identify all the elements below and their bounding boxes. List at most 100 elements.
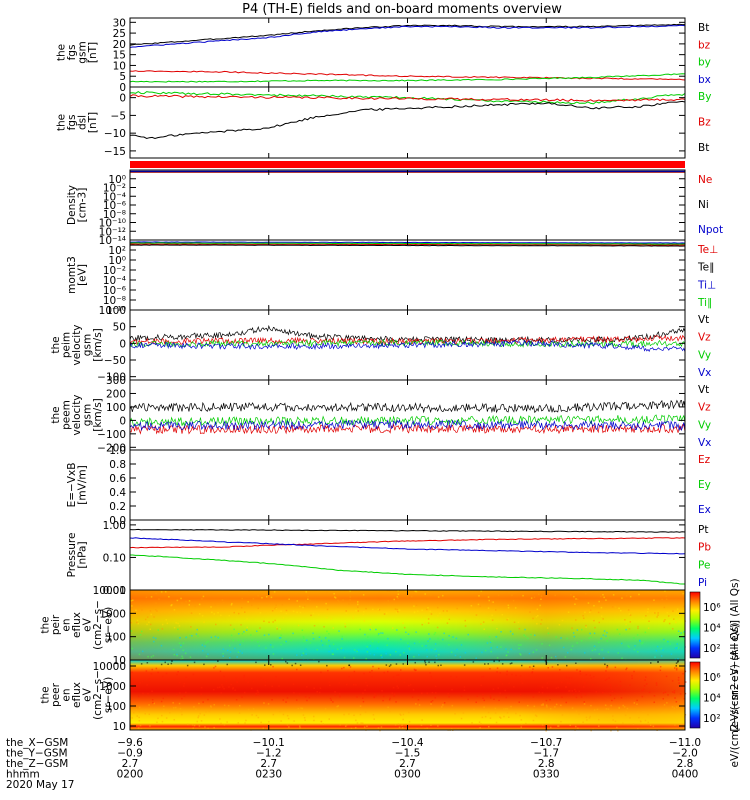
x-axis-value: 2.7 bbox=[399, 758, 416, 770]
legend-entry: Pi bbox=[698, 577, 707, 589]
y-tick-label: 1000 bbox=[99, 681, 126, 693]
y-axis-label: eflux bbox=[71, 682, 83, 708]
legend-entry: Vt bbox=[698, 384, 709, 396]
y-tick-label: 10 bbox=[113, 60, 126, 72]
y-tick-label: −10 bbox=[104, 128, 126, 140]
panel-frame bbox=[129, 239, 686, 311]
y-tick-label: 100 bbox=[106, 305, 126, 317]
colorbar-scale bbox=[689, 661, 701, 729]
y-axis-label: [eV] bbox=[76, 264, 88, 286]
colorbar-label: [eV/(cm2−s−sr−eV)] (All Qs) bbox=[729, 578, 741, 731]
y-tick-label: 10000 bbox=[93, 661, 126, 673]
legend-entry: Ez bbox=[698, 454, 711, 466]
y-axis-label: fgs bbox=[66, 45, 78, 61]
colorbar-tick-label: 10² bbox=[703, 713, 721, 725]
x-axis-row-label: the_X−GSM bbox=[6, 737, 68, 749]
x-axis-value: 0230 bbox=[255, 769, 282, 781]
y-tick-label: 0.4 bbox=[109, 487, 126, 499]
x-axis-value: −11.0 bbox=[669, 737, 701, 749]
y-axis-label: (cm2−s− bbox=[92, 670, 104, 720]
y-axis-label: [mV/m] bbox=[76, 465, 88, 504]
legend-entry: bz bbox=[698, 39, 711, 51]
legend-entry: Ti⊥ bbox=[697, 279, 716, 291]
y-axis-label: [nT] bbox=[87, 42, 99, 63]
y-axis-label: peir bbox=[50, 614, 62, 635]
y-axis-label: sr−eV) bbox=[103, 677, 115, 713]
series-line-peim-velocity-0 bbox=[129, 324, 686, 344]
y-tick-label: 10⁻² bbox=[103, 265, 126, 277]
y-tick-label: 100 bbox=[106, 402, 126, 414]
x-axis-value: 0400 bbox=[672, 769, 699, 781]
y-tick-label: 0.8 bbox=[109, 459, 126, 471]
x-axis-value: −2.0 bbox=[672, 748, 698, 760]
colorbar: 10⁶ 10⁴ 10² [eV/(cm2−s−sr−eV)] (All Qs) bbox=[689, 578, 741, 732]
y-axis-label: peim bbox=[61, 332, 73, 358]
panel-pressure: 1.00 0.10 0.01 Pressure[nPa] Pt Pb Pe Pi bbox=[66, 519, 711, 597]
y-tick-label: 1.00 bbox=[103, 520, 126, 532]
y-axis-label: gsm bbox=[76, 41, 88, 63]
y-tick-label: 10⁻⁸ bbox=[103, 295, 126, 307]
y-tick-label: 10⁻⁸ bbox=[103, 209, 126, 221]
panel-efield: 0.0 0.2 0.4 0.6 0.8 1.0 E=−VxB[mV/m] Ez Ey Ex bbox=[66, 445, 711, 527]
figure-title: P4 (TH-E) fields and on-board moments ov… bbox=[242, 2, 562, 17]
series-line-pressure-1 bbox=[129, 537, 686, 549]
y-tick-label: 30 bbox=[113, 17, 126, 29]
y-tick-label: 0 bbox=[119, 82, 126, 94]
y-tick-label: 10⁻¹⁰ bbox=[99, 218, 126, 230]
y-axis-label: gsm bbox=[82, 404, 94, 426]
y-tick-label: −50 bbox=[104, 355, 126, 367]
legend-entry: Te∥ bbox=[697, 262, 714, 274]
series-line-fgs-gsm-1 bbox=[129, 70, 686, 81]
y-tick-label: 10⁻⁴ bbox=[103, 275, 126, 287]
y-axis-label: momt3 bbox=[66, 256, 78, 294]
legend-entry: Bt bbox=[698, 22, 709, 34]
legend-entry: Vx bbox=[698, 437, 711, 449]
legend-entry: Ne bbox=[698, 174, 712, 186]
spectrogram-shade bbox=[130, 590, 685, 660]
x-axis-value: 2.7 bbox=[260, 758, 277, 770]
y-tick-label: 10⁰ bbox=[108, 174, 126, 186]
x-axis-value: −10.1 bbox=[253, 737, 285, 749]
y-axis-label: the bbox=[40, 686, 52, 703]
series-line-fgs-gsm-2 bbox=[129, 73, 686, 83]
x-axis-value: −1.2 bbox=[256, 748, 282, 760]
y-axis-label: [km/s] bbox=[92, 398, 104, 432]
y-axis-label: (cm2−s− bbox=[92, 600, 104, 650]
legend-entry: Vt bbox=[698, 314, 709, 326]
y-tick-label: 10⁻¹² bbox=[99, 226, 126, 238]
legend-entry: bx bbox=[698, 74, 711, 86]
series-line-pressure-0 bbox=[129, 528, 686, 533]
y-tick-label: 0.0 bbox=[109, 515, 126, 527]
y-axis-label: en bbox=[61, 618, 73, 631]
legend-entry: Bz bbox=[698, 116, 711, 128]
series-line-peem-velocity-2 bbox=[129, 414, 686, 427]
x-axis-value: 2.8 bbox=[538, 758, 555, 770]
y-axis-label: sr−eV) bbox=[103, 607, 115, 643]
legend-entry: Pb bbox=[698, 542, 711, 554]
y-axis-label: dsl bbox=[76, 115, 88, 130]
y-axis-label: velocity bbox=[71, 394, 83, 435]
y-axis-label: the bbox=[55, 114, 67, 131]
y-axis-label: E=−VxB bbox=[66, 463, 78, 508]
y-tick-label: 10⁻¹⁰ bbox=[99, 305, 126, 317]
x-axis-row-label: the_Y−GSM bbox=[6, 748, 68, 760]
legend-entry: Npot bbox=[698, 224, 723, 236]
y-tick-label: −100 bbox=[97, 372, 126, 384]
spectrogram-shade bbox=[130, 660, 685, 730]
y-tick-label: 0 bbox=[119, 415, 126, 427]
x-axis-value: −10.7 bbox=[530, 737, 562, 749]
date-label: 2020 May 17 bbox=[6, 779, 74, 791]
y-axis-label: [nPa] bbox=[76, 541, 88, 568]
y-axis-label: [cm-3] bbox=[76, 188, 88, 223]
y-axis-label: gsm bbox=[82, 334, 94, 356]
y-axis-label: the bbox=[50, 406, 62, 423]
y-tick-label: −200 bbox=[97, 442, 126, 454]
y-axis-label: the bbox=[50, 336, 62, 353]
y-tick-label: 15 bbox=[113, 50, 126, 62]
series-line-pressure-3 bbox=[129, 537, 686, 555]
y-axis-label: peem bbox=[61, 400, 73, 430]
legend-entry: Vz bbox=[698, 402, 711, 414]
y-tick-label: 0.6 bbox=[109, 473, 126, 485]
colorbar-tick-label: 10⁴ bbox=[703, 693, 721, 705]
